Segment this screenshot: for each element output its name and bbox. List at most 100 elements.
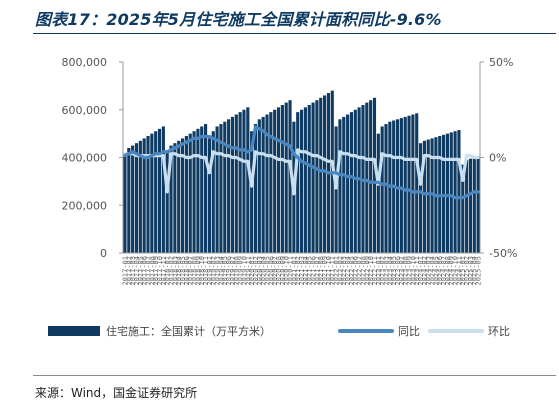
x-tick-label: 2020-05: [263, 256, 271, 286]
x-tick-label: 2020-04: [260, 256, 268, 286]
bar: [422, 140, 426, 253]
bar: [449, 132, 453, 253]
x-tick-label: 2021-10: [325, 256, 333, 286]
bar: [211, 131, 215, 253]
bar: [442, 134, 446, 253]
right-axis-ticks: -50% 0% 50%: [480, 56, 517, 260]
bar-series: [123, 90, 480, 254]
bar: [415, 113, 419, 253]
title-rule: [33, 33, 556, 34]
left-tick-label: 400,000: [62, 152, 108, 165]
x-tick-label: 2024-06: [436, 256, 444, 286]
bar: [384, 124, 388, 253]
bar: [169, 145, 173, 253]
bar: [123, 155, 127, 253]
bar: [319, 97, 323, 253]
x-tick-label: 2021-06: [310, 256, 318, 286]
yoy-line: [123, 125, 480, 200]
bar: [261, 116, 265, 253]
legend: 住宅施工：全国累计（万平方米） 同比 环比: [48, 324, 510, 338]
x-tick-label: 2019-02: [210, 256, 218, 286]
x-tick-label: 2020-08: [275, 256, 283, 286]
bar: [257, 119, 261, 253]
bar: [457, 130, 461, 253]
bar: [180, 138, 185, 253]
legend-label-yoy: 同比: [398, 325, 420, 338]
x-tick-label: 2020-06: [267, 256, 275, 286]
bar: [127, 147, 131, 253]
left-tick-label: 600,000: [62, 104, 108, 117]
x-tick-label: 2024-01: [417, 256, 425, 286]
bar: [273, 109, 277, 253]
bar: [399, 118, 403, 253]
bar: [372, 97, 377, 253]
x-tick-label: 2025-01: [459, 256, 467, 286]
bar: [177, 140, 181, 253]
x-tick-label: 2017-08: [148, 256, 156, 286]
x-tick-label: 2018-01: [164, 256, 172, 286]
x-tick-label: 2021-04: [302, 256, 310, 286]
x-tick-label: 2019-09: [237, 256, 245, 286]
x-tick-label: 2024-05: [432, 256, 440, 286]
bar: [227, 119, 231, 253]
bar: [280, 104, 284, 253]
x-tick-label: 2018-11: [202, 256, 210, 286]
bar: [407, 115, 411, 253]
bar: [369, 100, 373, 253]
x-tick-label: 2019-04: [217, 256, 225, 286]
bar: [299, 109, 304, 253]
bar: [157, 128, 162, 253]
legend-label-bars: 住宅施工：全国累计（万平方米）: [106, 324, 271, 338]
x-tick-label: 2018-07: [187, 256, 195, 286]
x-tick-label: 2020-11: [286, 256, 294, 286]
x-tick-label: 2021-09: [321, 256, 329, 286]
bar: [303, 107, 307, 253]
bar: [138, 140, 142, 253]
x-tick-label: 2022-11: [371, 256, 379, 286]
bar: [468, 158, 473, 253]
bar: [246, 107, 250, 253]
bar: [453, 131, 457, 253]
bar: [465, 159, 469, 253]
x-tick-label: 2019-03: [214, 256, 222, 286]
x-tick-label: 2018-10: [198, 256, 206, 286]
x-tick-label: 2019-07: [229, 256, 237, 286]
x-tick-label: 2024-09: [448, 256, 456, 286]
bar: [472, 157, 476, 253]
legend-label-mom: 环比: [488, 325, 510, 338]
x-tick-label: 2024-11: [455, 256, 463, 286]
chart-title: 图表17：2025年5月住宅施工全国累计面积同比-9.6%: [35, 10, 442, 29]
bar: [269, 112, 273, 253]
left-axis-ticks: 0 200,000 400,000 600,000 800,000: [62, 56, 123, 260]
x-tick-label: 2023-04: [386, 256, 394, 286]
bar: [418, 143, 423, 253]
bar: [204, 124, 208, 253]
x-tick-label: 2019-01: [206, 256, 214, 286]
x-tick-label: 2017-03: [129, 256, 137, 286]
bar: [284, 102, 288, 253]
bar: [184, 136, 188, 253]
x-tick-label: 2022-01: [333, 256, 341, 286]
bar: [395, 119, 400, 253]
right-tick-label: -50%: [489, 247, 517, 260]
right-tick-label: 50%: [489, 56, 513, 69]
x-tick-label: 2020-10: [283, 256, 291, 286]
bar: [242, 109, 246, 253]
x-tick-label: 2018-05: [179, 256, 187, 286]
bar: [342, 116, 346, 253]
x-tick-label: 2021-01: [290, 256, 298, 286]
bar: [238, 112, 242, 253]
bar: [196, 128, 200, 253]
x-tick-label: 2018-08: [191, 256, 199, 286]
bar: [219, 124, 223, 253]
x-tick-label: 2023-06: [394, 256, 402, 286]
x-tick-label: 2017-02: [125, 256, 133, 286]
x-tick-label: 2020-09: [279, 256, 287, 286]
right-tick-label: 0%: [489, 152, 506, 165]
x-tick-label: 2023-10: [409, 256, 417, 286]
bar: [131, 145, 135, 253]
x-tick-label: 2020-07: [271, 256, 279, 286]
x-tick-label: 2023-02: [379, 256, 387, 286]
source-rule: [33, 375, 556, 376]
bar: [403, 116, 407, 253]
